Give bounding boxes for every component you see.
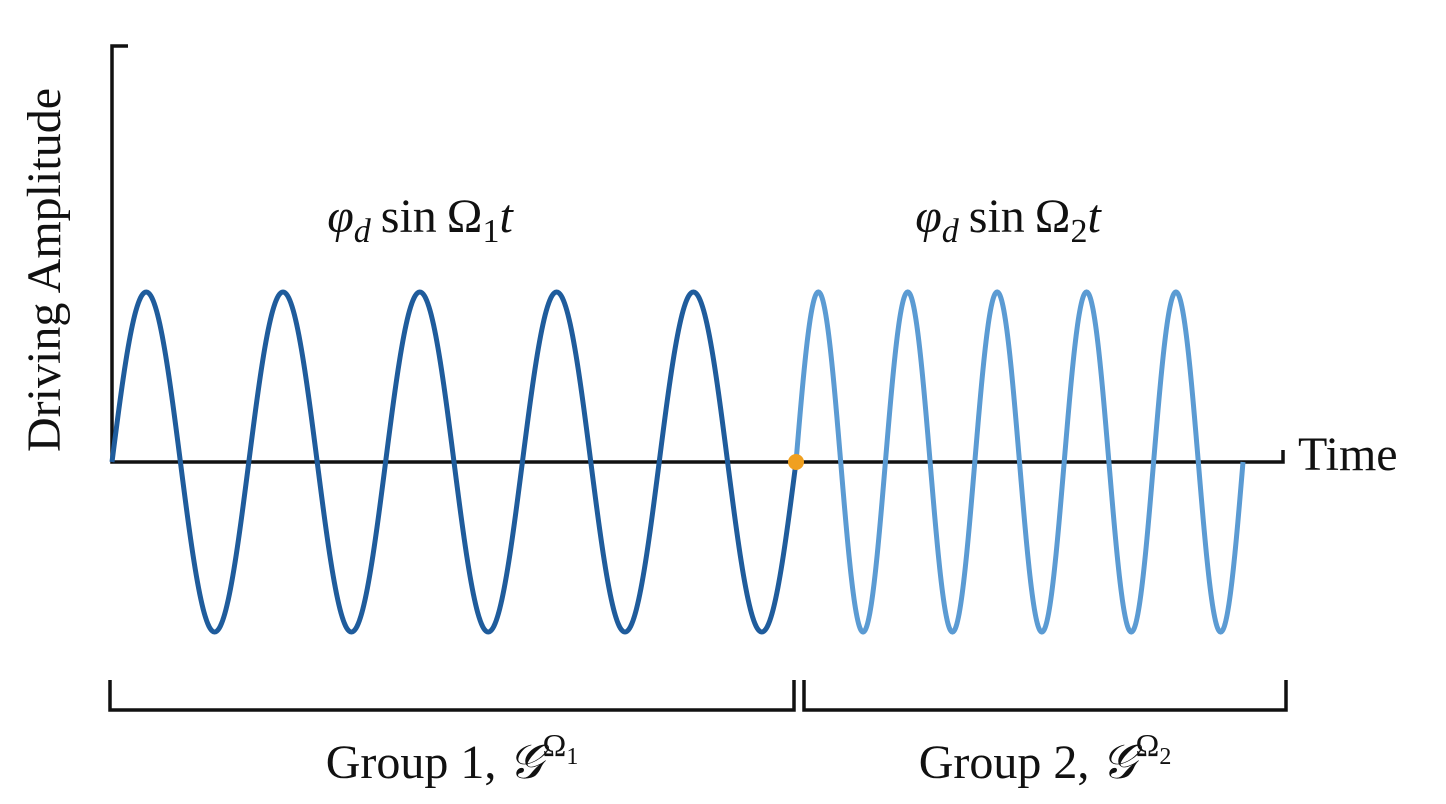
x-axis-label: Time — [1298, 428, 1398, 481]
axes — [110, 44, 1285, 464]
group-brackets — [108, 680, 1288, 712]
equation-2: φd sin Ω2t — [915, 190, 1102, 250]
group-2-label: Group 2, 𝒢Ω2 — [919, 727, 1172, 789]
transition-point — [788, 454, 804, 470]
y-axis-label: Driving Amplitude — [18, 88, 71, 452]
equation-1: φd sin Ω1t — [327, 190, 514, 250]
group-1-label: Group 1, 𝒢Ω1 — [326, 727, 579, 789]
wave-group-1 — [109, 289, 799, 635]
wave-group-2 — [793, 289, 1246, 635]
